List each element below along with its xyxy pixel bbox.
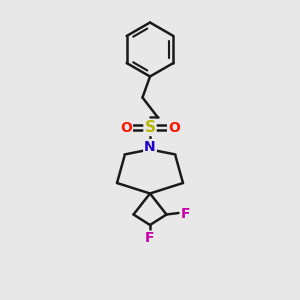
- Text: F: F: [145, 232, 155, 245]
- Text: O: O: [120, 121, 132, 134]
- Text: F: F: [181, 208, 191, 221]
- Text: N: N: [144, 140, 156, 154]
- Text: O: O: [168, 121, 180, 134]
- Text: S: S: [145, 120, 155, 135]
